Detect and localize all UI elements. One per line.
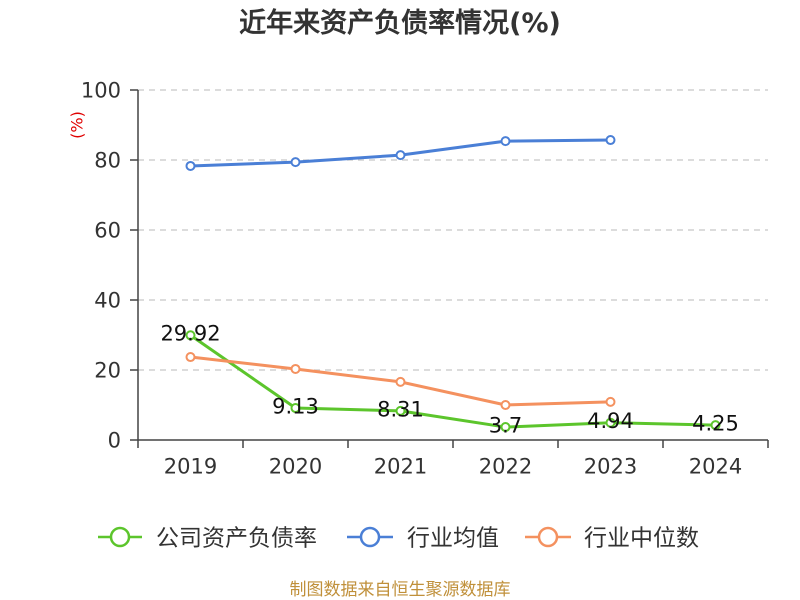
data-point [605,135,616,146]
data-point [185,330,196,341]
series-line [189,333,717,429]
legend-label: 行业中位数 [584,525,699,551]
data-label: 4.94 [587,409,634,433]
data-label: 4.25 [692,411,739,435]
y-tick-label: 60 [94,218,121,242]
series-group [185,135,721,433]
data-point [605,417,616,428]
legend-marker-icon [109,526,131,548]
y-tick-label: 100 [81,78,121,102]
source-footer: 制图数据来自恒生聚源数据库 [290,580,511,600]
data-point [500,422,511,433]
data-point [185,352,196,363]
legend-marker-icon [537,526,559,548]
data-point [395,376,406,387]
data-point [395,405,406,416]
data-point [290,403,301,414]
data-labels: 29.92 9.13 8.31 3.7 4.94 4.25 [160,322,738,438]
data-label: 8.31 [377,397,424,421]
legend-item-company-debt-ratio: 公司资产负债率 [98,525,317,551]
data-point [395,150,406,161]
data-point [500,136,511,147]
legend-label: 行业均值 [407,525,499,551]
series-1 [185,135,616,171]
x-tick-label: 2024 [689,454,742,478]
x-tick-label: 2020 [269,454,322,478]
series-2 [185,352,616,410]
data-point [605,396,616,407]
data-label: 3.7 [489,413,522,437]
x-tick-label: 2022 [479,454,532,478]
y-tick-label: 40 [94,288,121,312]
legend-item-industry-median: 行业中位数 [525,525,699,551]
data-point [710,420,721,431]
chart-title: 近年来资产负债率情况(%) [239,7,561,39]
y-tick-label: 20 [94,358,121,382]
y-tick-label: 0 [108,428,121,452]
series-0 [185,330,721,433]
data-point [290,157,301,168]
x-tick-label: 2023 [584,454,637,478]
data-point [500,400,511,410]
legend-item-industry-mean: 行业均值 [347,525,499,551]
data-point [185,160,196,171]
legend-label: 公司资产负债率 [156,525,317,551]
gridlines [138,89,768,371]
axes: 0 20 40 60 80 100 2019 2020 2021 2022 2023 2024 [81,78,769,478]
legend: 公司资产负债率 行业均值 行业中位数 [98,525,699,551]
data-label: 29.92 [160,322,220,346]
x-tick-label: 2021 [374,454,427,478]
data-label: 9.13 [272,394,319,418]
y-axis-unit-label: (%) [68,111,87,139]
legend-marker-icon [359,526,381,548]
x-tick-label: 2019 [164,454,217,478]
y-tick-label: 80 [94,148,121,172]
data-point [290,363,301,374]
